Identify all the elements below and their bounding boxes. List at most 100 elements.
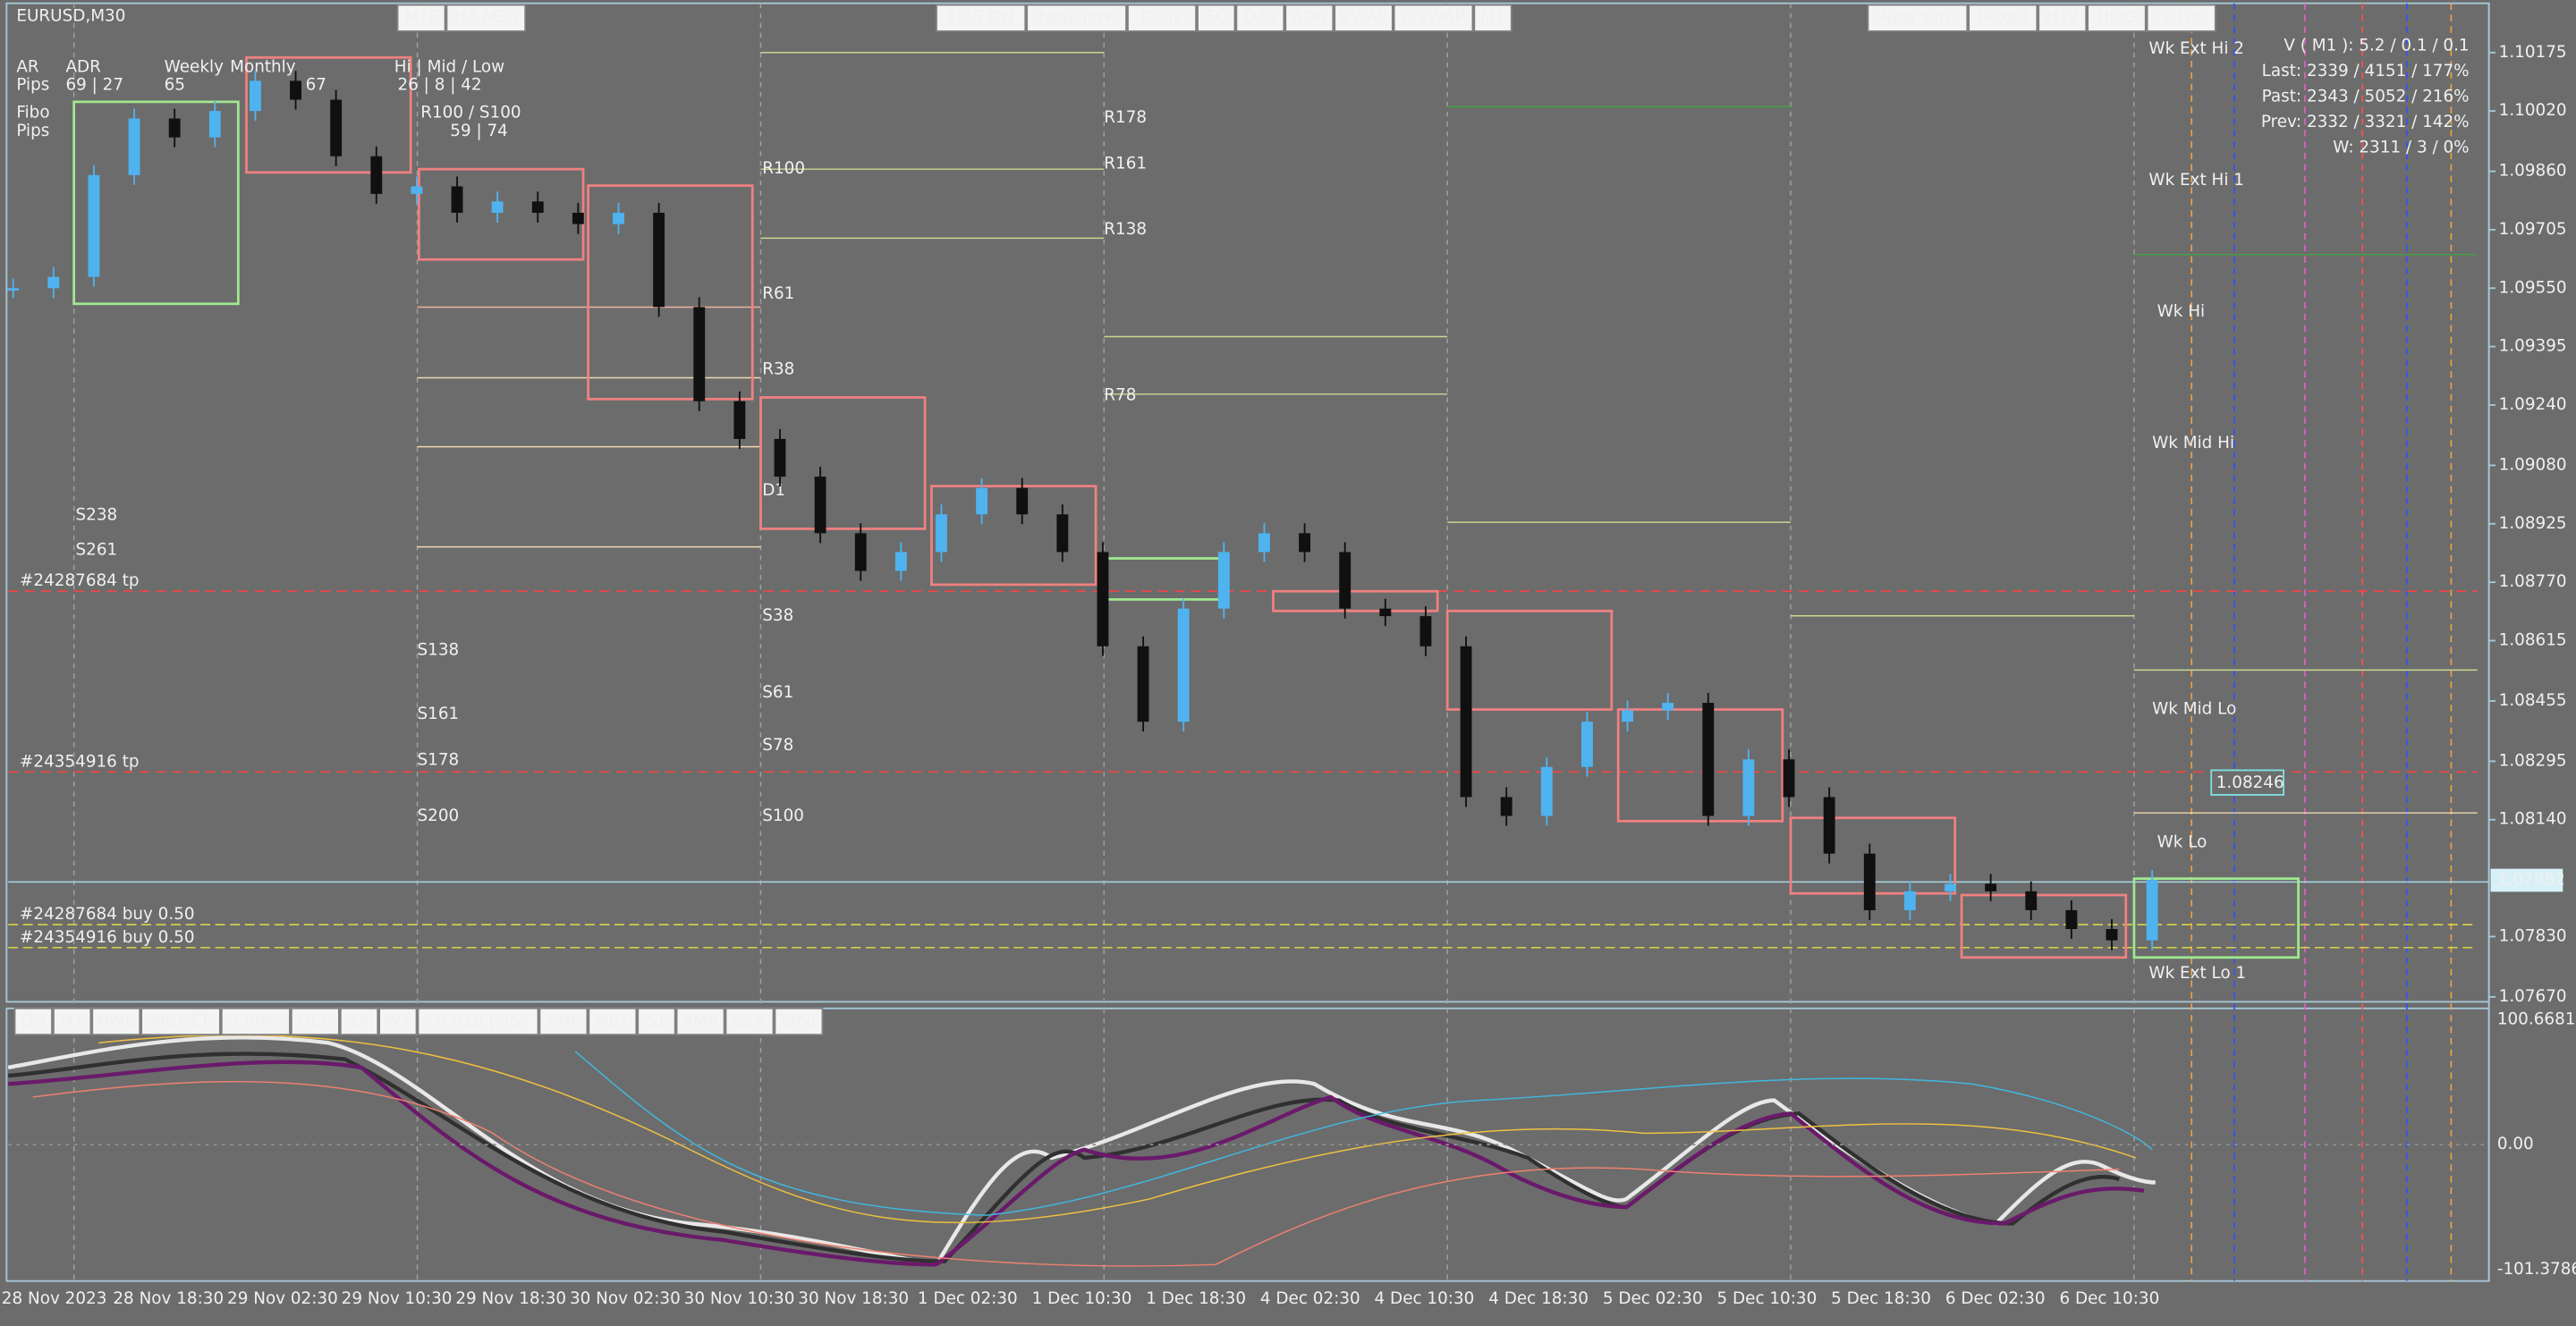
- toolbar-button-label[interactable]: S1: [646, 1011, 666, 1030]
- toolbar-button[interactable]: [724, 1007, 775, 1036]
- price-tick-label: 1.09860: [2499, 162, 2567, 181]
- time-label: 4 Dec 10:30: [1375, 1289, 1475, 1308]
- toolbar-button-label[interactable]: Q70: [1243, 8, 1277, 27]
- toolbar-button-label[interactable]: 0.618 | 35: [436, 1011, 521, 1030]
- candle: [613, 212, 624, 224]
- candle: [894, 552, 907, 571]
- toolbar-button[interactable]: [1026, 4, 1127, 32]
- toolbar-button[interactable]: [1968, 4, 2038, 32]
- trade-label: #24287684 buy 0.50: [20, 905, 195, 924]
- info-label: Hi | Mid / Low: [394, 57, 504, 76]
- toolbar-button-label[interactable]: M1: [1480, 8, 1505, 27]
- candle: [2065, 909, 2078, 930]
- time-label: 5 Dec 10:30: [1717, 1289, 1818, 1308]
- stat-line: Last: 2339 / 4151 / 177%: [2262, 62, 2470, 80]
- toolbar-button[interactable]: [2146, 4, 2216, 32]
- toolbar-button[interactable]: [140, 1007, 221, 1036]
- toolbar-button-label[interactable]: ON: [21, 1011, 46, 1030]
- candle: [2025, 891, 2038, 910]
- toolbar-button-label[interactable]: W1: [385, 1011, 411, 1030]
- toolbar-button[interactable]: [52, 1007, 92, 1036]
- toolbar-button[interactable]: [1127, 4, 1198, 32]
- toolbar-button-label[interactable]: New York: [1039, 8, 1114, 27]
- level-labels: R100 R61 R38 D1 S38 S61 S78 S100 S138 S1…: [75, 108, 1147, 825]
- toolbar-button[interactable]: [220, 1007, 291, 1036]
- candle: [572, 212, 584, 224]
- toolbar-button[interactable]: [339, 1007, 379, 1036]
- candle: [1580, 722, 1593, 767]
- toolbar-button[interactable]: [2038, 4, 2088, 32]
- level-label: R100: [762, 159, 805, 178]
- candle: [168, 118, 181, 138]
- toolbar-button-label[interactable]: FIBS ON: [948, 8, 1014, 27]
- toolbar-button-label[interactable]: ADR: [1292, 8, 1327, 27]
- toolbar-button[interactable]: [1284, 4, 1335, 32]
- toolbar-button-label[interactable]: VHF: [547, 1011, 580, 1030]
- toolbar-button-label[interactable]: VWAP: [1340, 8, 1387, 27]
- toolbar-button-label[interactable]: FC: [1206, 8, 1226, 27]
- toolbar-button-label[interactable]: H1: [61, 1011, 83, 1030]
- toolbar-button[interactable]: [445, 4, 527, 32]
- toolbar-button[interactable]: [1197, 4, 1236, 32]
- toolbar-button[interactable]: [290, 1007, 340, 1036]
- candle: [1056, 514, 1069, 553]
- toolbar-button-label[interactable]: New York: [1880, 8, 1955, 27]
- toolbar-button[interactable]: [1393, 4, 1474, 32]
- candle: [2106, 929, 2118, 941]
- stat-line: Prev: 2332 / 3321 / 142%: [2261, 113, 2470, 131]
- info-label: Pips: [16, 76, 49, 95]
- candle: [1662, 703, 1674, 711]
- level-label: S100: [762, 807, 804, 825]
- toolbar-button[interactable]: [538, 1007, 589, 1036]
- current-price-box: [2490, 868, 2563, 892]
- candle: [1702, 703, 1715, 816]
- toolbar-button[interactable]: [1867, 4, 1969, 32]
- candle: [774, 438, 786, 477]
- toolbar-button[interactable]: [417, 1007, 539, 1036]
- price-tick-label: 1.08770: [2499, 572, 2567, 591]
- toolbar-button[interactable]: [91, 1007, 141, 1036]
- toolbar-button-label[interactable]: DCP: [298, 1011, 332, 1030]
- candle: [47, 276, 60, 289]
- toolbar-button[interactable]: [1473, 4, 1513, 32]
- toolbar-button-label[interactable]: H12: [2046, 8, 2079, 27]
- time-label: 5 Dec 18:30: [1831, 1289, 1931, 1308]
- toolbar-button[interactable]: [588, 1007, 638, 1036]
- toolbar-button-label[interactable]: NWE: [97, 1011, 135, 1030]
- toolbar-button-label[interactable]: HidG: [2097, 8, 2137, 27]
- toolbar-button[interactable]: [1235, 4, 1285, 32]
- stat-line: Past: 2343 / 5052 / 216%: [2262, 87, 2470, 106]
- toolbar-button-label[interactable]: My.NET: [151, 1011, 211, 1030]
- toolbar-button-label[interactable]: MTF: [404, 8, 438, 27]
- level-label: S61: [762, 683, 793, 702]
- toolbar-button[interactable]: [13, 1007, 53, 1036]
- toolbar-button-label[interactable]: 14: [349, 1011, 369, 1030]
- toolbar-button-label[interactable]: SSA: [733, 1011, 767, 1030]
- candle: [451, 186, 463, 213]
- candle: [370, 156, 383, 194]
- level-label: S78: [762, 736, 793, 755]
- toolbar-button[interactable]: [936, 4, 1027, 32]
- toolbar-button-label[interactable]: Daily: [1141, 8, 1183, 27]
- weekly-label: Wk Ext Lo 1: [2148, 964, 2246, 983]
- toolbar-button-label[interactable]: Close: [233, 1011, 278, 1030]
- candle: [653, 212, 665, 308]
- toolbar-button-label[interactable]: s.Fix: [2163, 8, 2199, 27]
- toolbar-button[interactable]: [378, 1007, 418, 1036]
- toolbar-button-label[interactable]: HA M30: [454, 8, 518, 27]
- toolbar-button-label[interactable]: Lmd: [781, 1011, 817, 1030]
- toolbar-button-label[interactable]: AMA: [682, 1011, 719, 1030]
- price-tick-label: 1.09240: [2499, 395, 2567, 414]
- toolbar-button-label[interactable]: NET: [597, 1011, 630, 1030]
- info-label: AR: [16, 57, 39, 76]
- toolbar-button[interactable]: [675, 1007, 725, 1036]
- toolbar-button[interactable]: [396, 4, 446, 32]
- marker-price: 1.08246: [2216, 773, 2284, 792]
- toolbar-button[interactable]: [637, 1007, 676, 1036]
- candle: [1540, 766, 1553, 816]
- toolbar-button-label[interactable]: Boxed: [1978, 8, 2029, 27]
- toolbar-button-label[interactable]: c.VWAP: [1402, 8, 1464, 27]
- toolbar-button[interactable]: [774, 1007, 824, 1036]
- toolbar-button[interactable]: [2087, 4, 2147, 32]
- toolbar-button[interactable]: [1334, 4, 1394, 32]
